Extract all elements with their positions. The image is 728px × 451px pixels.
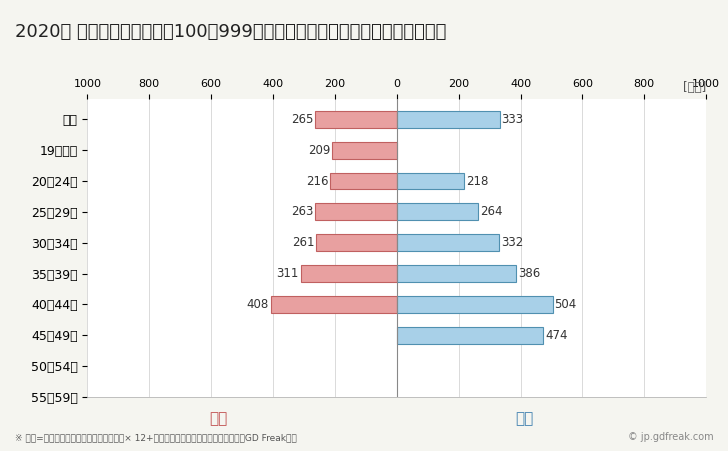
Bar <box>271 296 397 313</box>
Bar <box>315 203 397 221</box>
Bar <box>316 234 397 251</box>
Text: 504: 504 <box>554 298 577 311</box>
Bar <box>397 111 500 128</box>
Text: 386: 386 <box>518 267 540 280</box>
Text: 332: 332 <box>501 236 523 249</box>
Text: 2020年 民間企業（従業者数100～999人）フルタイム労働者の男女別平均年収: 2020年 民間企業（従業者数100～999人）フルタイム労働者の男女別平均年収 <box>15 23 446 41</box>
Bar <box>397 296 553 313</box>
Text: 311: 311 <box>277 267 299 280</box>
Text: ※ 年収=「きまって支給する現金給与額」× 12+「年間賞与その他特別給与額」としてGD Freak推計: ※ 年収=「きまって支給する現金給与額」× 12+「年間賞与その他特別給与額」と… <box>15 433 296 442</box>
Text: 408: 408 <box>247 298 269 311</box>
Bar <box>314 111 397 128</box>
Bar <box>332 142 397 159</box>
Text: 263: 263 <box>291 205 314 218</box>
Text: 男性: 男性 <box>515 411 534 426</box>
Bar <box>397 203 478 221</box>
Text: 265: 265 <box>291 113 313 126</box>
Text: [万円]: [万円] <box>683 81 706 94</box>
Bar <box>330 173 397 189</box>
Bar <box>397 173 464 189</box>
Text: 333: 333 <box>502 113 523 126</box>
Text: 261: 261 <box>292 236 314 249</box>
Text: 218: 218 <box>466 175 488 188</box>
Bar <box>397 265 516 282</box>
Text: 女性: 女性 <box>209 411 228 426</box>
Text: 474: 474 <box>545 329 567 342</box>
Text: 209: 209 <box>308 144 331 156</box>
Bar <box>301 265 397 282</box>
Text: © jp.gdfreak.com: © jp.gdfreak.com <box>628 432 713 442</box>
Text: 216: 216 <box>306 175 328 188</box>
Bar <box>397 327 543 344</box>
Bar <box>397 234 499 251</box>
Text: 264: 264 <box>480 205 502 218</box>
